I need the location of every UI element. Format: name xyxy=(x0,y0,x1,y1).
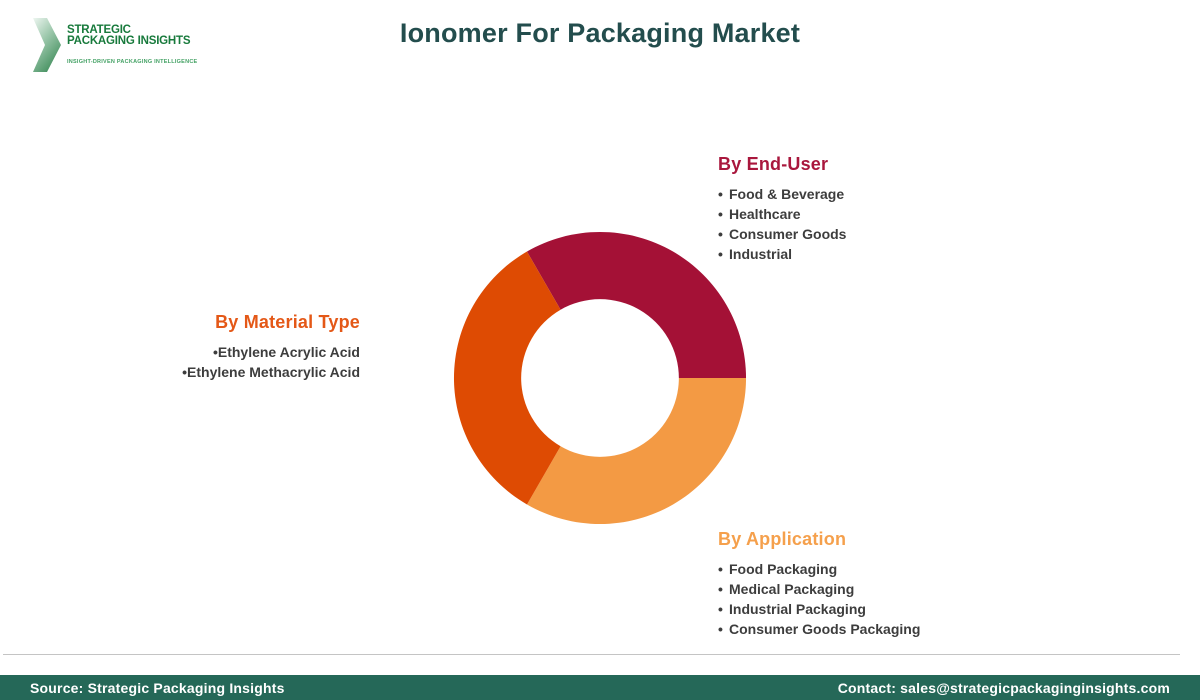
donut-segment-application xyxy=(526,378,747,525)
section-end-user: By End-User Food & Beverage Healthcare C… xyxy=(718,154,846,264)
footer-source: Source: Strategic Packaging Insights xyxy=(30,679,285,696)
end-user-list: Food & Beverage Healthcare Consumer Good… xyxy=(718,184,846,264)
section-heading-end-user: By End-User xyxy=(718,154,829,174)
application-list: Food Packaging Medical Packaging Industr… xyxy=(718,559,920,639)
logo-line2: PACKAGING INSIGHTS xyxy=(67,35,191,47)
list-item: Food & Beverage xyxy=(718,184,846,204)
list-item: Food Packaging xyxy=(718,559,920,579)
list-item: Consumer Goods xyxy=(718,224,846,244)
donut-chart-svg xyxy=(453,231,747,525)
logo-tagline: INSIGHT-DRIVEN PACKAGING INTELLIGENCE xyxy=(67,59,198,65)
footer-divider xyxy=(3,654,1180,655)
list-item: Ethylene Methacrylic Acid xyxy=(176,362,360,382)
list-item: Medical Packaging xyxy=(718,579,920,599)
brand-logo: STRATEGIC PACKAGING INSIGHTS INSIGHT-DRI… xyxy=(33,18,197,73)
logo-chevron-icon xyxy=(33,18,61,73)
list-item: Consumer Goods Packaging xyxy=(718,619,920,639)
section-material-type: By Material Type Ethylene Acrylic Acid E… xyxy=(176,312,360,382)
section-heading-material-type: By Material Type xyxy=(215,312,360,332)
list-item: Industrial xyxy=(718,244,846,264)
logo-line1: STRATEGIC xyxy=(67,24,131,36)
section-application: By Application Food Packaging Medical Pa… xyxy=(718,529,920,639)
footer-contact: Contact: sales@strategicpackaginginsight… xyxy=(837,679,1170,696)
donut-segment-material-type xyxy=(453,251,561,505)
list-item: Ethylene Acrylic Acid xyxy=(176,342,360,362)
donut-chart xyxy=(452,230,748,526)
footer-bar: Source: Strategic Packaging Insights Con… xyxy=(0,675,1200,700)
section-heading-application: By Application xyxy=(718,529,847,549)
page-title: Ionomer For Packaging Market xyxy=(399,18,801,48)
logo-text: STRATEGIC PACKAGING INSIGHTS INSIGHT-DRI… xyxy=(67,18,197,73)
list-item: Industrial Packaging xyxy=(718,599,920,619)
material-type-list: Ethylene Acrylic Acid Ethylene Methacryl… xyxy=(176,342,360,382)
donut-segment-end-user xyxy=(526,231,747,378)
list-item: Healthcare xyxy=(718,204,846,224)
